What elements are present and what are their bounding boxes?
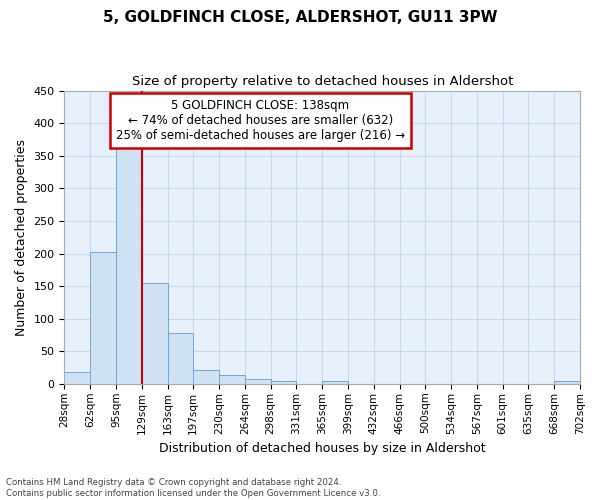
Title: Size of property relative to detached houses in Aldershot: Size of property relative to detached ho… <box>131 75 513 88</box>
Bar <box>322 380 348 384</box>
Bar <box>142 283 167 384</box>
Y-axis label: Number of detached properties: Number of detached properties <box>15 138 28 336</box>
Bar <box>64 372 90 384</box>
Text: 5, GOLDFINCH CLOSE, ALDERSHOT, GU11 3PW: 5, GOLDFINCH CLOSE, ALDERSHOT, GU11 3PW <box>103 10 497 25</box>
Text: 5 GOLDFINCH CLOSE: 138sqm
← 74% of detached houses are smaller (632)
25% of semi: 5 GOLDFINCH CLOSE: 138sqm ← 74% of detac… <box>116 100 405 142</box>
Bar <box>193 370 219 384</box>
X-axis label: Distribution of detached houses by size in Aldershot: Distribution of detached houses by size … <box>159 442 485 455</box>
Bar <box>219 375 245 384</box>
Bar <box>167 333 193 384</box>
Bar <box>271 380 296 384</box>
Bar <box>554 380 580 384</box>
Bar <box>245 378 271 384</box>
Text: Contains HM Land Registry data © Crown copyright and database right 2024.
Contai: Contains HM Land Registry data © Crown c… <box>6 478 380 498</box>
Bar <box>116 144 142 384</box>
Bar <box>90 252 116 384</box>
